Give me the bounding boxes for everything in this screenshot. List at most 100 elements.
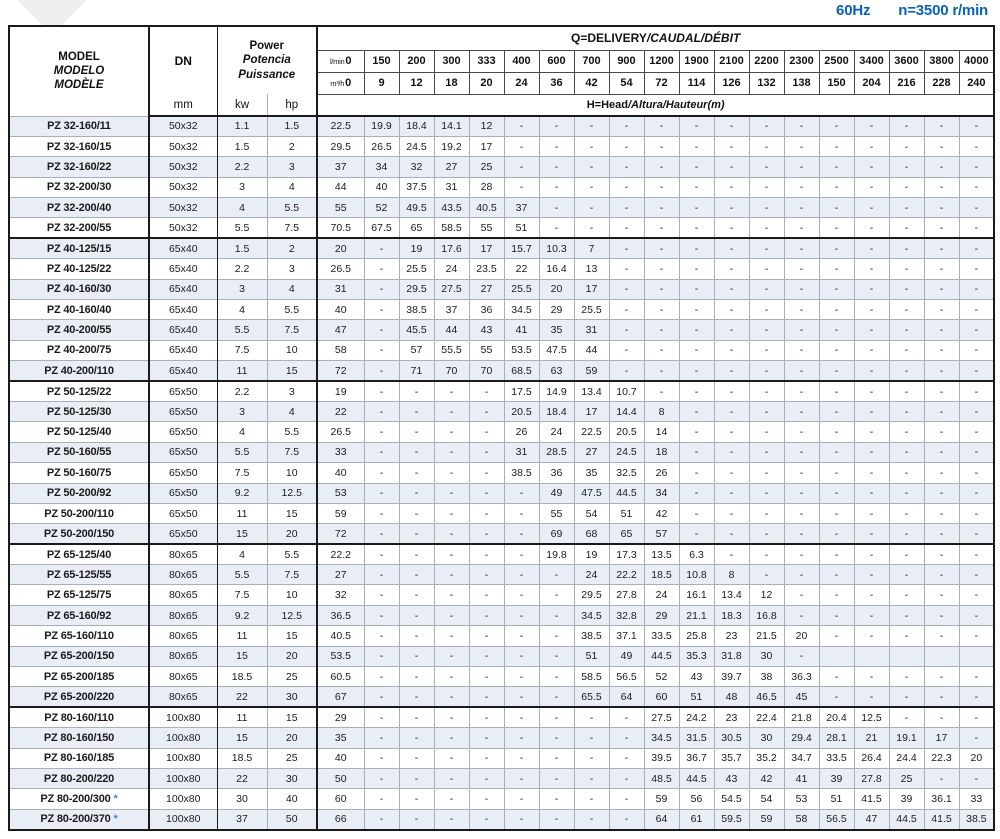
dn-cell: 65x50 [148, 462, 217, 484]
head-cell: - [363, 543, 399, 565]
power-hp-cell: 15 [266, 360, 317, 383]
head-cell: 8 [643, 400, 679, 422]
model-cell: PZ 65-200/220 [9, 686, 149, 709]
head-cell: - [923, 543, 959, 565]
head-cell: - [503, 584, 539, 606]
power-kw-cell: 5.5 [216, 319, 267, 341]
head-cell: 13 [573, 258, 609, 280]
head-cell: - [713, 380, 749, 402]
head-cell: - [678, 400, 714, 422]
dn-cell: 80x65 [148, 543, 217, 565]
head-cell: - [923, 197, 959, 218]
head-cell: 55.5 [433, 339, 469, 361]
dn-cell: 50x32 [148, 115, 217, 137]
head-cell: - [853, 339, 889, 361]
dn-cell: 50x32 [148, 135, 217, 157]
head-cell: - [678, 380, 714, 402]
head-cell: - [503, 788, 539, 810]
power-hp-cell: 15 [266, 706, 317, 728]
head-cell: - [923, 625, 959, 647]
head-cell: - [433, 706, 469, 728]
flow-m3h-36: 36 [538, 71, 574, 94]
head-cell: - [503, 564, 539, 585]
head-cell: 39.5 [643, 747, 679, 769]
head-cell: 57 [643, 523, 679, 546]
head-cell: 43 [678, 666, 714, 687]
head-cell: - [608, 706, 644, 728]
head-cell: 59 [573, 360, 609, 383]
head-cell: - [398, 564, 434, 585]
head-cell: - [958, 176, 995, 198]
flow-lmin-1200: 1200 [643, 49, 679, 72]
head-cell: - [888, 400, 924, 422]
head-cell: - [888, 135, 924, 157]
head-cell: - [713, 115, 749, 137]
power-kw-cell: 1.5 [216, 237, 267, 259]
head-cell: - [888, 217, 924, 240]
head-cell: - [433, 686, 469, 709]
head-cell: - [958, 360, 995, 383]
head-cell: - [538, 584, 574, 606]
head-cell: - [853, 543, 889, 565]
head-cell: 49 [538, 482, 574, 504]
head-cell: - [433, 400, 469, 422]
head-cell [818, 645, 854, 667]
head-cell: - [573, 176, 609, 198]
head-cell: - [923, 604, 959, 626]
head-cell: - [608, 747, 644, 769]
dn-cell: 65x50 [148, 380, 217, 402]
dn-cell: 65x40 [148, 237, 217, 259]
head-cell: 61 [678, 808, 714, 830]
head-cell: 26 [503, 421, 539, 443]
head-cell: 23.5 [468, 258, 504, 280]
pump-row: PZ 50-125/40 65x50 4 5.5 26.5- - - -26 24 22.5 20.… [9, 421, 995, 443]
head-cell: 31 [503, 441, 539, 463]
head-cell: - [783, 156, 819, 178]
head-cell: 47.5 [538, 339, 574, 361]
head-cell: - [958, 767, 995, 789]
head-cell: 36.1 [923, 788, 959, 810]
head-cell: - [678, 176, 714, 198]
head-cell: - [398, 706, 434, 728]
head-cell: - [923, 523, 959, 546]
dn-cell: 65x50 [148, 482, 217, 504]
head-cell: 39 [888, 788, 924, 810]
power-hp-cell: 2 [266, 237, 317, 259]
head-cell: - [888, 380, 924, 402]
head-cell: - [608, 217, 644, 240]
head-cell: - [853, 502, 889, 524]
head-cell: - [538, 808, 574, 830]
head-cell: 36 [538, 462, 574, 484]
head-cell: - [398, 686, 434, 709]
head-cell: 38.5 [573, 625, 609, 647]
head-cell: - [468, 523, 504, 546]
head-cell: 47.5 [573, 482, 609, 504]
head-cell: - [958, 706, 995, 728]
power-hp-cell: 5.5 [266, 197, 317, 218]
power-hp-cell: 4 [266, 400, 317, 422]
head-cell: - [573, 197, 609, 218]
head-cell: - [748, 441, 784, 463]
flow-m3h-24: 24 [503, 71, 539, 94]
column-header-model: MODEL MODELO MODÈLE [9, 26, 149, 116]
head-cell: - [363, 299, 399, 320]
head-cell: - [608, 727, 644, 749]
head-cell: 24.4 [888, 747, 924, 769]
head-cell: - [713, 217, 749, 240]
flow-m3h-126: 126 [713, 71, 749, 94]
head-cell: - [433, 625, 469, 647]
head-cell: 40.5 [316, 625, 364, 647]
head-cell: - [818, 584, 854, 606]
model-cell: PZ 65-160/110 [9, 625, 149, 647]
model-cell: PZ 80-200/370 * [9, 808, 149, 830]
power-hp-cell: 50 [266, 808, 317, 830]
dn-cell: 65x40 [148, 299, 217, 320]
head-cell: - [503, 706, 539, 728]
head-cell: 14.4 [608, 400, 644, 422]
flow-m3h-54: 54 [608, 71, 644, 94]
head-cell: 18 [643, 441, 679, 463]
head-cell: - [713, 482, 749, 504]
head-cell: 34.5 [643, 727, 679, 749]
head-cell: - [433, 543, 469, 565]
head-cell: - [853, 197, 889, 218]
